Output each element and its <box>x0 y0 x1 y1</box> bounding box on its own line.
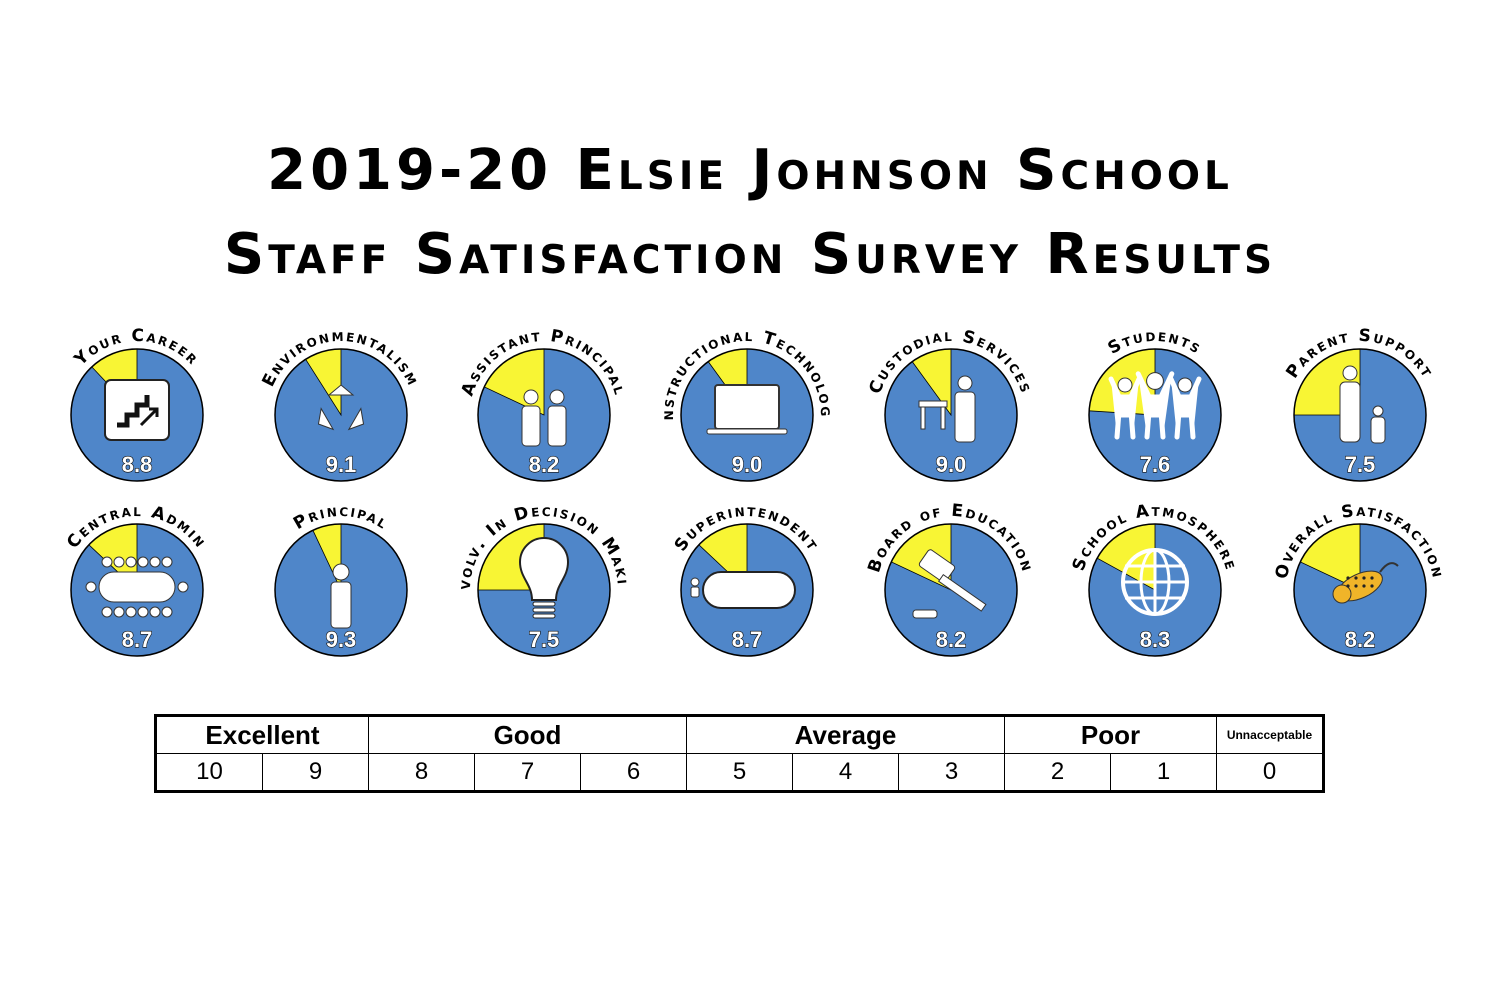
page-title-line-2: Staff Satisfaction Survey Results <box>223 222 1277 287</box>
scale-category-unacceptable: Unnacceptable <box>1216 715 1324 754</box>
rating-scale-table: Excellent Good Average Poor Unnacceptabl… <box>154 714 1325 793</box>
pie-value-label: 7.5 <box>1345 452 1376 477</box>
pie-value-label: 8.8 <box>122 452 153 477</box>
scale-category-good: Good <box>368 715 687 754</box>
scale-value: 1 <box>1110 753 1217 792</box>
pie-value-label: 9.3 <box>326 627 357 652</box>
lightbulb-icon <box>518 537 570 619</box>
scale-value: 4 <box>792 753 899 792</box>
gavel-icon <box>912 549 987 619</box>
scale-value: 10 <box>155 753 263 792</box>
pie-value-label: 8.3 <box>1140 627 1171 652</box>
conference-table-icon <box>85 556 189 618</box>
parent-child-icon <box>1339 365 1386 444</box>
jaguar-icon <box>1332 562 1399 604</box>
custodian-icon <box>918 375 976 443</box>
scale-value: 2 <box>1004 753 1111 792</box>
person-icon <box>330 563 352 629</box>
stairs-icon <box>104 379 170 441</box>
meeting-table-icon <box>690 571 796 609</box>
recycle-icon <box>317 384 365 431</box>
pie-value-label: 9.0 <box>732 452 763 477</box>
rating-value-row: 10 9 8 7 6 5 4 3 2 1 0 <box>155 753 1324 792</box>
students-icon <box>1108 371 1202 440</box>
scale-category-excellent: Excellent <box>155 715 369 754</box>
scale-value: 8 <box>368 753 475 792</box>
rating-category-row: Excellent Good Average Poor Unnacceptabl… <box>155 715 1324 754</box>
scale-value: 5 <box>686 753 793 792</box>
scale-category-poor: Poor <box>1004 715 1217 754</box>
pie-value-label: 8.2 <box>936 627 967 652</box>
pie-value-label: 8.2 <box>529 452 560 477</box>
scale-value: 6 <box>580 753 687 792</box>
pie-value-label: 8.2 <box>1345 627 1376 652</box>
globe-icon <box>1121 548 1189 616</box>
two-people-icon <box>521 389 567 447</box>
pie-value-label: 7.6 <box>1140 452 1171 477</box>
pie-value-label: 9.1 <box>326 452 357 477</box>
laptop-icon <box>706 384 788 435</box>
pie-value-label: 9.0 <box>936 452 967 477</box>
pie-value-label: 7.5 <box>529 627 560 652</box>
scale-value: 3 <box>898 753 1005 792</box>
pie-value-label: 8.7 <box>122 627 153 652</box>
scale-value: 7 <box>474 753 581 792</box>
pie-value-label: 8.7 <box>732 627 763 652</box>
scale-category-average: Average <box>686 715 1005 754</box>
page-title-line-1: 2019-20 Elsie Johnson School <box>267 138 1233 203</box>
scale-value: 0 <box>1216 753 1324 792</box>
scale-value: 9 <box>262 753 369 792</box>
